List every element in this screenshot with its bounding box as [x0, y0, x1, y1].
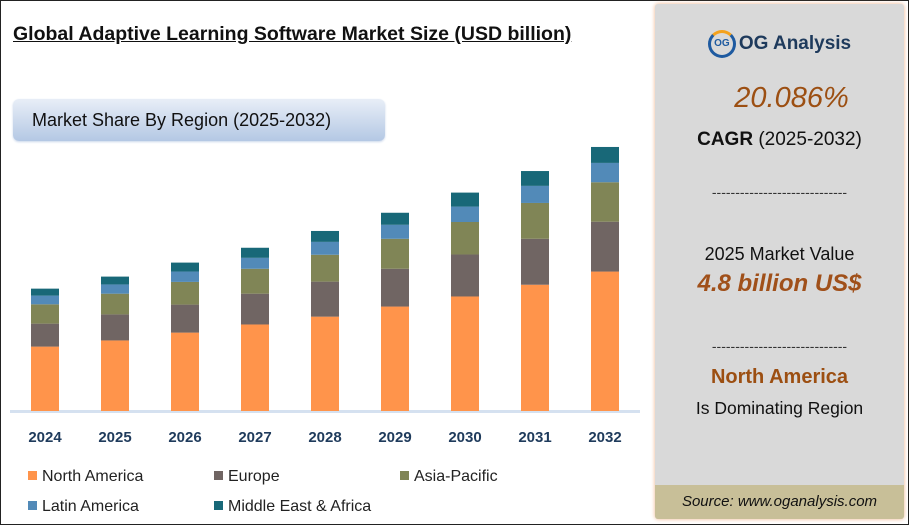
legend-label: North America	[42, 468, 144, 485]
legend-swatch	[214, 471, 223, 480]
cagr-label: CAGR (2025-2032)	[655, 129, 904, 151]
bar-segment-latin-america-2031	[521, 185, 549, 203]
logo-ring-icon: OG	[707, 30, 736, 58]
summary-panel: OG OG Analysis 20.086% CAGR (2025-2032) -…	[655, 4, 904, 519]
market-value: 4.8 billion US$	[697, 270, 862, 297]
bar-segment-europe-2027	[241, 293, 269, 325]
dominating-region: North America	[710, 366, 849, 388]
legend-item: Asia-Pacific	[400, 468, 498, 486]
bar-segment-europe-2030	[451, 254, 479, 297]
divider: -----------------------------	[711, 338, 848, 354]
logo-text: OG Analysis	[738, 33, 852, 55]
bar-segment-latin-america-2032	[591, 162, 619, 183]
bar-segment-middle-east-africa-2031	[521, 171, 549, 186]
bar-segment-north-america-2024	[31, 346, 59, 411]
bar-segment-north-america-2032	[591, 271, 619, 411]
legend-label: Middle East & Africa	[228, 498, 372, 515]
legend-swatch	[214, 501, 223, 510]
bar-segment-asia-pacific-2032	[591, 182, 619, 222]
bar-segment-north-america-2029	[381, 306, 409, 411]
x-tick-label: 2026	[168, 429, 201, 446]
bar-segment-europe-2032	[591, 221, 619, 272]
bar-segment-latin-america-2028	[311, 241, 339, 255]
x-tick-label: 2030	[448, 429, 481, 446]
bar-segment-north-america-2030	[451, 296, 479, 411]
legend-label: Latin America	[42, 498, 139, 515]
legend-swatch	[28, 471, 37, 480]
bar-segment-middle-east-africa-2028	[311, 230, 339, 242]
source-bar: Source: www.oganalysis.com	[655, 485, 904, 519]
bar-segment-north-america-2031	[521, 284, 549, 411]
market-value-label: 2025 Market Value	[704, 244, 855, 264]
x-tick-label: 2025	[98, 429, 131, 446]
cagr-label-bold: CAGR	[697, 129, 754, 150]
legend-item: Middle East & Africa	[214, 498, 371, 516]
bar-segment-north-america-2027	[241, 324, 269, 411]
bar-segment-asia-pacific-2031	[521, 202, 549, 239]
dominating-label: Is Dominating Region	[695, 398, 864, 418]
legend-label: Asia-Pacific	[414, 468, 498, 485]
bar-segment-asia-pacific-2030	[451, 222, 479, 255]
bar-segment-north-america-2026	[171, 332, 199, 411]
bar-segment-asia-pacific-2025	[101, 293, 129, 315]
x-tick-label: 2027	[238, 429, 271, 446]
cagr-period: (2025-2032)	[758, 129, 862, 150]
divider: -----------------------------	[711, 184, 848, 200]
bar-segment-europe-2026	[171, 304, 199, 333]
subtitle: Market Share By Region (2025-2032)	[32, 110, 332, 130]
legend-label: Europe	[228, 468, 280, 485]
cagr-value: 20.086%	[734, 82, 849, 114]
legend-item: North America	[28, 468, 143, 486]
x-tick-label: 2032	[588, 429, 621, 446]
bar-segment-middle-east-africa-2026	[171, 262, 199, 272]
bar-segment-latin-america-2025	[101, 284, 129, 294]
bar-segment-north-america-2028	[311, 316, 339, 411]
source-text: Source: www.oganalysis.com	[681, 493, 878, 510]
bar-segment-europe-2025	[101, 314, 129, 341]
bar-segment-europe-2031	[521, 238, 549, 285]
bar-segment-asia-pacific-2027	[241, 268, 269, 294]
bar-segment-middle-east-africa-2032	[591, 146, 619, 163]
bar-segment-latin-america-2024	[31, 295, 59, 305]
x-tick-label: 2029	[378, 429, 411, 446]
legend-item: Europe	[214, 468, 280, 486]
legend-swatch	[400, 471, 409, 480]
stacked-bar-chart: 2024 2025 2026 2027 2028 2029 2030 2031 2032	[10, 146, 640, 446]
bar-segment-middle-east-africa-2024	[31, 288, 59, 296]
bar-segment-asia-pacific-2026	[171, 281, 199, 305]
bar-segment-middle-east-africa-2027	[241, 247, 269, 258]
x-tick-label: 2028	[308, 429, 341, 446]
legend-swatch	[28, 501, 37, 510]
bar-segment-europe-2024	[31, 323, 59, 347]
subtitle-box: Market Share By Region (2025-2032)	[13, 99, 385, 141]
bar-segment-middle-east-africa-2029	[381, 212, 409, 225]
bar-segment-europe-2028	[311, 281, 339, 317]
bar-segment-asia-pacific-2024	[31, 304, 59, 324]
legend-item: Latin America	[28, 498, 139, 516]
bar-segment-latin-america-2026	[171, 271, 199, 282]
x-tick-label: 2024	[28, 429, 62, 446]
bar-segment-middle-east-africa-2025	[101, 276, 129, 285]
bar-segment-latin-america-2030	[451, 206, 479, 222]
bar-segment-north-america-2025	[101, 340, 129, 411]
bar-segment-latin-america-2027	[241, 257, 269, 269]
chart-title: Global Adaptive Learning Software Market…	[13, 23, 572, 45]
x-tick-label: 2031	[518, 429, 551, 446]
bar-segment-middle-east-africa-2030	[451, 192, 479, 207]
bar-segment-latin-america-2029	[381, 224, 409, 239]
bar-segment-asia-pacific-2029	[381, 238, 409, 269]
bar-segment-europe-2029	[381, 268, 409, 307]
og-analysis-logo: OG OG Analysis	[655, 30, 904, 58]
bar-segment-asia-pacific-2028	[311, 254, 339, 282]
